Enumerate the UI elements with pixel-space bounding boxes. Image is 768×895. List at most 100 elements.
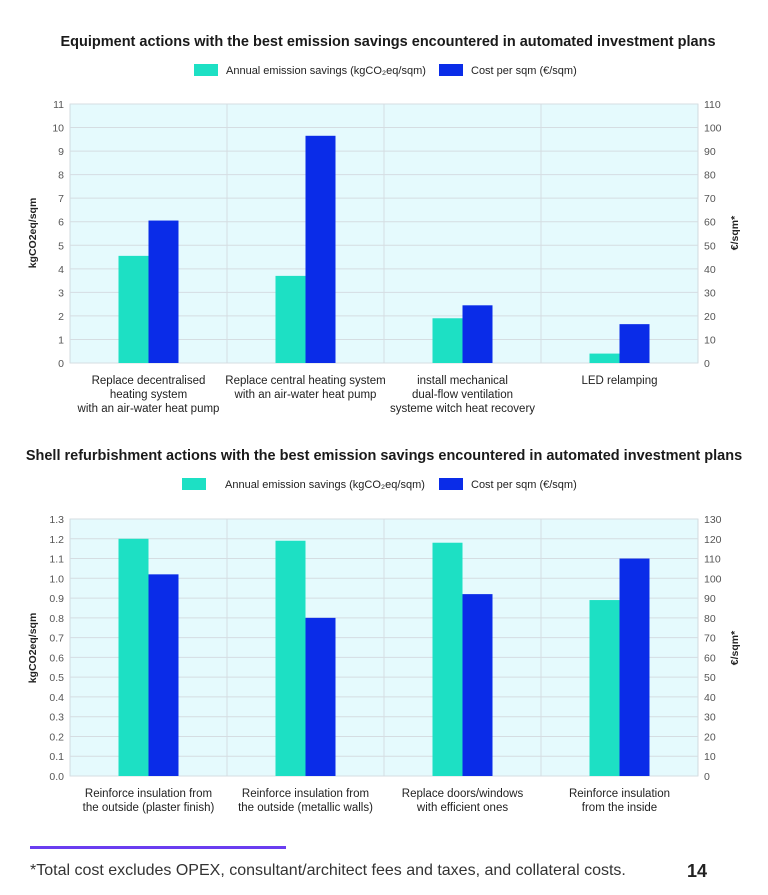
bar-emission-savings	[118, 255, 149, 363]
legend-label-emission: Annual emission savings (kgCO₂eq/sqm)	[226, 65, 426, 77]
y-tick-label: 3	[58, 287, 64, 299]
category-label: the outside (metallic walls)	[238, 802, 373, 814]
y-tick-label: 7	[58, 193, 64, 205]
y-axis-right-ticks: 0 10 20 30 40 50 60 70 80 90 100 110 120 130	[704, 514, 722, 783]
bar-cost-per-sqm	[619, 558, 650, 776]
y2-tick-label: 20	[704, 731, 716, 743]
bar-emission-savings	[589, 353, 620, 363]
category-label: systeme witch heat recovery	[390, 403, 535, 415]
bar-cost-per-sqm	[305, 135, 336, 363]
legend-label-cost: Cost per sqm (€/sqm)	[471, 479, 577, 491]
y-tick-label: 0.3	[49, 712, 64, 724]
footnote: *Total cost excludes OPEX, consultant/ar…	[30, 862, 626, 879]
y-tick-label: 6	[58, 217, 64, 229]
bar-cost-per-sqm	[148, 220, 179, 363]
y-tick-label: 0.6	[49, 652, 64, 664]
legend-swatch-cost	[439, 478, 463, 490]
y2-tick-label: 30	[704, 287, 716, 299]
y-tick-label: 4	[58, 264, 64, 276]
bar-emission-savings	[432, 318, 463, 363]
legend-swatch-emission	[194, 64, 218, 76]
category-label: from the inside	[582, 802, 657, 814]
legend-label-cost: Cost per sqm (€/sqm)	[471, 65, 577, 77]
y2-tick-label: 70	[704, 193, 716, 205]
y-tick-label: 1.0	[49, 573, 64, 585]
y2-tick-label: 80	[704, 170, 716, 182]
y-tick-label: 1.2	[49, 534, 64, 546]
bar-cost-per-sqm	[305, 617, 336, 776]
y2-tick-label: 40	[704, 264, 716, 276]
legend-swatch-emission	[182, 478, 206, 490]
y-axis-right-ticks: 0 10 20 30 40 50 60 70 80 90 100 110	[704, 99, 722, 370]
category-label: Reinforce insulation from	[242, 788, 369, 800]
y-tick-label: 0.7	[49, 633, 64, 645]
y2-tick-label: 60	[704, 217, 716, 229]
chart-title: Equipment actions with the best emission…	[60, 34, 715, 50]
equipment-chart: Equipment actions with the best emission…	[27, 34, 741, 415]
y2-tick-label: 60	[704, 652, 716, 664]
y-tick-label: 1.3	[49, 514, 64, 526]
y2-tick-label: 10	[704, 334, 716, 346]
y-axis-right-label: €/sqm*	[729, 215, 741, 250]
y-tick-label: 0.9	[49, 593, 64, 605]
category-label: heating system	[110, 389, 187, 401]
y-tick-label: 0.5	[49, 672, 64, 684]
y2-tick-label: 40	[704, 692, 716, 704]
bars	[118, 135, 650, 363]
bars	[118, 538, 650, 776]
y2-tick-label: 100	[704, 573, 722, 585]
bar-cost-per-sqm	[462, 305, 493, 363]
category-labels: Replace decentralised heating system with …	[77, 375, 658, 415]
y-tick-label: 0.8	[49, 613, 64, 625]
bar-emission-savings	[432, 542, 463, 776]
category-label: Replace decentralised	[92, 375, 206, 387]
category-label: the outside (plaster finish)	[83, 802, 215, 814]
category-label: Reinforce insulation	[569, 788, 670, 800]
legend-label-emission: Annual emission savings (kgCO₂eq/sqm)	[225, 479, 425, 491]
y2-tick-label: 110	[704, 99, 721, 111]
y-tick-label: 5	[58, 240, 64, 252]
y2-tick-label: 10	[704, 751, 716, 763]
y2-tick-label: 30	[704, 712, 716, 724]
y-tick-label: 0	[58, 358, 64, 370]
y2-tick-label: 90	[704, 146, 716, 158]
bar-emission-savings	[118, 538, 149, 776]
y-tick-label: 0.0	[49, 771, 64, 783]
y2-tick-label: 80	[704, 613, 716, 625]
y2-tick-label: 90	[704, 593, 716, 605]
y-tick-label: 1	[58, 334, 64, 346]
y-tick-label: 0.1	[49, 751, 64, 763]
y2-tick-label: 0	[704, 771, 710, 783]
bar-emission-savings	[275, 275, 306, 363]
y2-tick-label: 110	[704, 554, 721, 566]
category-label: LED relamping	[581, 375, 657, 387]
y2-tick-label: 0	[704, 358, 710, 370]
y-axis-left-label: kgCO2eq/sqm	[27, 198, 39, 269]
category-label: with efficient ones	[416, 802, 508, 814]
y2-tick-label: 70	[704, 633, 716, 645]
shell-chart: Shell refurbishment actions with the bes…	[26, 448, 742, 814]
footnote-divider	[30, 846, 286, 849]
y2-tick-label: 130	[704, 514, 722, 526]
y-axis-left-ticks: 0.0 0.1 0.2 0.3 0.4 0.5 0.6 0.7 0.8 0.9 1.0 1.1 1.2 1…	[49, 514, 64, 783]
y-tick-label: 8	[58, 170, 64, 182]
category-label: install mechanical	[417, 375, 508, 387]
y-tick-label: 0.4	[49, 692, 64, 704]
y-tick-label: 1.1	[49, 554, 64, 566]
category-label: with an air-water heat pump	[77, 403, 220, 415]
category-labels: Reinforce insulation from the outside (pl…	[83, 788, 670, 814]
y-axis-left-ticks: 0 1 2 3 4 5 6 7 8 9 10 11	[52, 99, 64, 370]
y2-tick-label: 50	[704, 240, 716, 252]
category-label: with an air-water heat pump	[234, 389, 377, 401]
bar-cost-per-sqm	[462, 594, 493, 776]
y-tick-label: 10	[52, 123, 64, 135]
category-label: dual-flow ventilation	[412, 389, 513, 401]
bar-emission-savings	[275, 540, 306, 776]
legend-swatch-cost	[439, 64, 463, 76]
y2-tick-label: 50	[704, 672, 716, 684]
y2-tick-label: 100	[704, 123, 722, 135]
page-number: 14	[687, 861, 708, 881]
y2-tick-label: 20	[704, 311, 716, 323]
y-axis-right-label: €/sqm*	[729, 630, 741, 665]
